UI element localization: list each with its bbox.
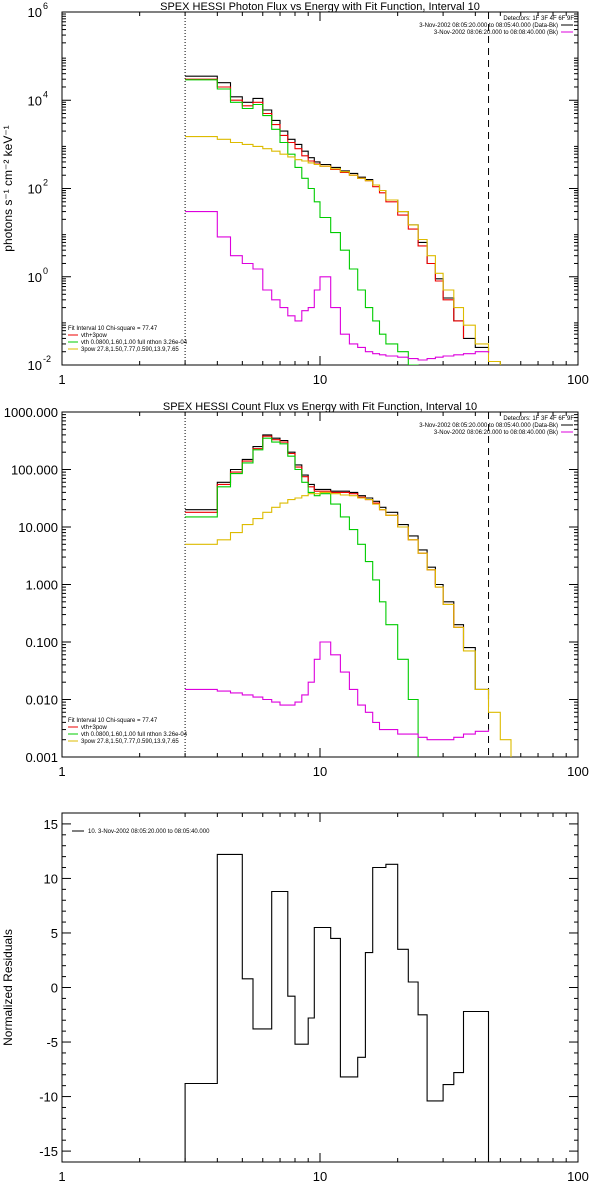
y-axis-label: Normalized Residuals	[1, 929, 15, 1046]
y-tick-exponent: -2	[43, 354, 51, 364]
data-area	[184, 853, 490, 1162]
legend-entry: vth 0.0800,1.60,1.00 full nthon 3.26e-04	[81, 340, 188, 346]
y-tick-label: 0	[51, 981, 58, 996]
y-tick-exponent: 4	[43, 89, 48, 99]
series-line-4	[185, 491, 512, 757]
y-tick-label: -10	[39, 1090, 58, 1105]
y-axis-label: photons s⁻¹ cm⁻² keV⁻¹	[1, 125, 15, 251]
legend-entry: vth+3pow	[81, 725, 108, 731]
y-tick-exponent: 6	[43, 1, 48, 11]
y-tick-label: 10	[28, 5, 42, 20]
y-tick-label: 10	[28, 93, 42, 108]
y-tick-label: 10	[44, 871, 58, 886]
y-tick-exponent: 2	[43, 178, 48, 188]
y-tick-label: -15	[39, 1144, 58, 1159]
chart-panel-3: Normalized Residuals 1 10 100 -15 -10 -5 0 5 10 15…	[1, 812, 589, 1184]
x-tick-label: 100	[567, 1169, 589, 1184]
series-line-1	[185, 75, 490, 352]
x-tick-label: 10	[313, 372, 327, 387]
chart-title: SPEX HESSI Photon Flux vs Energy with Fi…	[160, 1, 480, 13]
chart-panel-2: SPEX HESSI Count Flux vs Energy with Fit…	[4, 401, 589, 779]
plot-frame	[61, 411, 579, 758]
y-tick-label: 10.000	[18, 520, 58, 535]
y-tick-label: 0.001	[25, 750, 58, 765]
legend-entry: Detectors: 1F 3F 4F 6F 9F	[503, 416, 574, 422]
series-line-1	[184, 853, 490, 1162]
series-line-5	[185, 211, 490, 361]
y-tick-label: 100.000	[11, 463, 58, 478]
x-tick-label: 100	[567, 764, 589, 779]
x-tick-label: 1	[58, 764, 65, 779]
x-tick-label: 100	[567, 372, 589, 387]
plot-frame	[61, 11, 579, 366]
x-tick-label: 10	[313, 764, 327, 779]
chart-title: SPEX HESSI Count Flux vs Energy with Fit…	[163, 401, 477, 413]
legend-entry: vth+3pow	[81, 333, 108, 339]
legend-entry: vth 0.0800,1.60,1.00 full nthon 3.26e-04	[81, 732, 188, 738]
y-tick-label: 1000.000	[4, 405, 58, 420]
y-tick-label: 10	[28, 270, 42, 285]
legend-entry: 3pow 27.8,1.50,7.77,0.590,13.9,7.65	[81, 347, 179, 353]
series-line-3	[185, 79, 419, 365]
y-tick-label: -5	[46, 1035, 58, 1050]
y-tick-label: 10	[28, 182, 42, 197]
legend-entry: 3pow 27.8,1.50,7.77,0.590,13.9,7.65	[81, 739, 179, 745]
series-line-2	[185, 78, 465, 339]
legend-entry: Detectors: 1F 3F 4F 6F 9F	[503, 16, 574, 22]
x-tick-label: 10	[313, 1169, 327, 1184]
data-area	[185, 434, 512, 757]
legend-entry: 3-Nov-2002 08:06:20.000 to 08:08:40.000 …	[434, 430, 558, 436]
series-line-4	[185, 136, 501, 365]
legend-entry: 3-Nov-2002 08:05:20.000 to 08:05:40.000 …	[419, 423, 558, 429]
legend-entry: 3-Nov-2002 08:05:20.000 to 08:05:40.000 …	[419, 23, 558, 29]
x-tick-label: 1	[58, 372, 65, 387]
plot-frame	[61, 812, 579, 1163]
y-tick-label: 15	[44, 817, 58, 832]
legend-entry: Fit Interval 10 Chi-square = 77.47	[68, 326, 158, 332]
legend-entry: Fit Interval 10 Chi-square = 77.47	[68, 718, 158, 724]
series-line-3	[185, 437, 419, 757]
series-line-5	[185, 641, 490, 741]
y-tick-label: 10	[28, 358, 42, 373]
data-area	[185, 75, 501, 365]
chart-panel-1: SPEX HESSI Photon Flux vs Energy with Fi…	[1, 1, 589, 387]
y-tick-label: 5	[51, 926, 58, 941]
legend-entry: 10. 3-Nov-2002 08:05:20.000 to 08:05:40.…	[88, 829, 210, 835]
y-tick-label: 0.010	[25, 693, 58, 708]
series-line-2	[185, 435, 465, 651]
y-tick-exponent: 0	[43, 266, 48, 276]
x-tick-label: 1	[58, 1169, 65, 1184]
y-tick-label: 1.000	[25, 578, 58, 593]
legend-entry: 3-Nov-2002 08:06:20.000 to 08:08:40.000 …	[434, 30, 558, 36]
y-tick-label: 0.100	[25, 635, 58, 650]
